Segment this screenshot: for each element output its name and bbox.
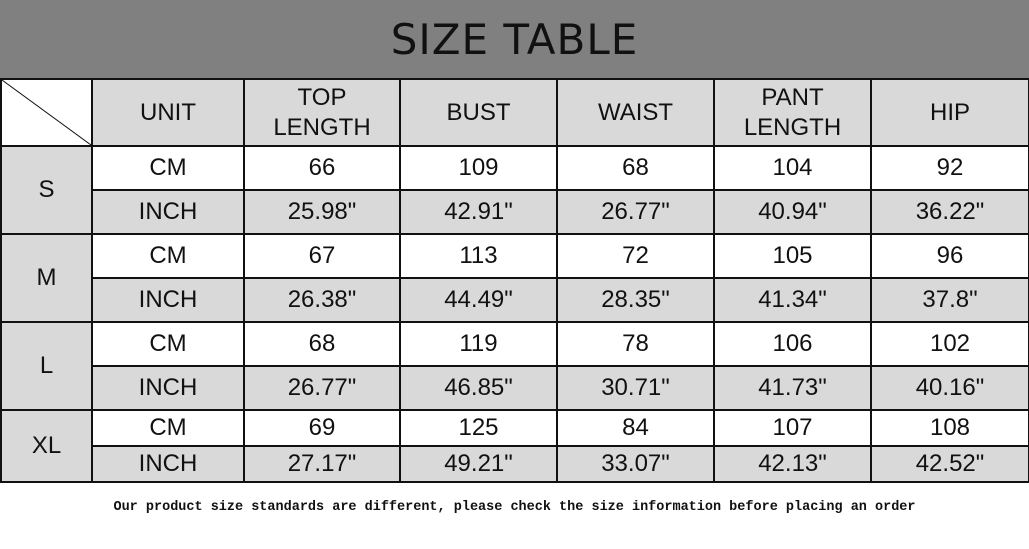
table-row: XL CM 69 125 84 107 108 <box>0 409 1029 483</box>
value-cell: 36.22" <box>870 189 1029 235</box>
value-cell: 68 <box>556 145 715 191</box>
size-label: XL <box>0 409 93 483</box>
value-cell: 106 <box>713 321 872 367</box>
size-label: S <box>0 145 93 235</box>
table-row: INCH 26.38" 44.49" 28.35" 41.34" 37.8" <box>1 277 1029 323</box>
value-cell: 125 <box>399 409 558 447</box>
unit-cell: INCH <box>91 277 245 323</box>
unit-cell: CM <box>91 145 245 191</box>
value-cell: 40.16" <box>870 365 1029 411</box>
table-row: L CM 68 119 78 106 102 <box>0 321 1029 411</box>
value-cell: 42.52" <box>870 445 1029 483</box>
header-hip: HIP <box>870 78 1029 147</box>
value-cell: 42.13" <box>713 445 872 483</box>
size-table: UNIT TOP LENGTH BUST WAIST PANT LENGTH H… <box>0 78 1029 483</box>
value-cell: 26.77" <box>556 189 715 235</box>
value-cell: 105 <box>713 233 872 279</box>
unit-cell: CM <box>91 321 245 367</box>
value-cell: 30.71" <box>556 365 715 411</box>
unit-cell: INCH <box>91 445 245 483</box>
value-cell: 84 <box>556 409 715 447</box>
value-cell: 78 <box>556 321 715 367</box>
header-pant-length: PANT LENGTH <box>713 78 872 147</box>
value-cell: 109 <box>399 145 558 191</box>
value-cell: 40.94" <box>713 189 872 235</box>
size-label: L <box>0 321 93 411</box>
diagonal-line <box>2 80 91 145</box>
table-row: S CM 66 109 68 104 92 <box>0 145 1029 235</box>
value-cell: 42.91" <box>399 189 558 235</box>
value-cell: 27.17" <box>243 445 401 483</box>
table-row: INCH 27.17" 49.21" 33.07" 42.13" 42.52" <box>1 445 1029 483</box>
value-cell: 102 <box>870 321 1029 367</box>
value-cell: 108 <box>870 409 1029 447</box>
value-cell: 66 <box>243 145 401 191</box>
table-row: M CM 67 113 72 105 96 <box>0 233 1029 323</box>
value-cell: 119 <box>399 321 558 367</box>
header-top-length: TOP LENGTH <box>243 78 401 147</box>
unit-cell: CM <box>91 409 245 447</box>
value-cell: 68 <box>243 321 401 367</box>
corner-cell <box>0 78 93 147</box>
value-cell: 104 <box>713 145 872 191</box>
value-cell: 67 <box>243 233 401 279</box>
value-cell: 107 <box>713 409 872 447</box>
value-cell: 69 <box>243 409 401 447</box>
value-cell: 41.73" <box>713 365 872 411</box>
value-cell: 25.98" <box>243 189 401 235</box>
value-cell: 26.77" <box>243 365 401 411</box>
header-unit: UNIT <box>91 78 245 147</box>
header-waist: WAIST <box>556 78 715 147</box>
title-bar: SIZE TABLE <box>0 0 1029 78</box>
table-row: INCH 26.77" 46.85" 30.71" 41.73" 40.16" <box>1 365 1029 411</box>
header-row: UNIT TOP LENGTH BUST WAIST PANT LENGTH H… <box>0 78 1029 147</box>
unit-cell: CM <box>91 233 245 279</box>
value-cell: 41.34" <box>713 277 872 323</box>
value-cell: 96 <box>870 233 1029 279</box>
page-title: SIZE TABLE <box>390 14 639 64</box>
value-cell: 72 <box>556 233 715 279</box>
table-row: INCH 25.98" 42.91" 26.77" 40.94" 36.22" <box>1 189 1029 235</box>
value-cell: 26.38" <box>243 277 401 323</box>
unit-cell: INCH <box>91 189 245 235</box>
value-cell: 28.35" <box>556 277 715 323</box>
size-note: Our product size standards are different… <box>113 500 916 515</box>
header-bust: BUST <box>399 78 558 147</box>
value-cell: 44.49" <box>399 277 558 323</box>
value-cell: 113 <box>399 233 558 279</box>
value-cell: 49.21" <box>399 445 558 483</box>
size-label: M <box>0 233 93 323</box>
value-cell: 46.85" <box>399 365 558 411</box>
value-cell: 37.8" <box>870 277 1029 323</box>
value-cell: 33.07" <box>556 445 715 483</box>
value-cell: 92 <box>870 145 1029 191</box>
unit-cell: INCH <box>91 365 245 411</box>
